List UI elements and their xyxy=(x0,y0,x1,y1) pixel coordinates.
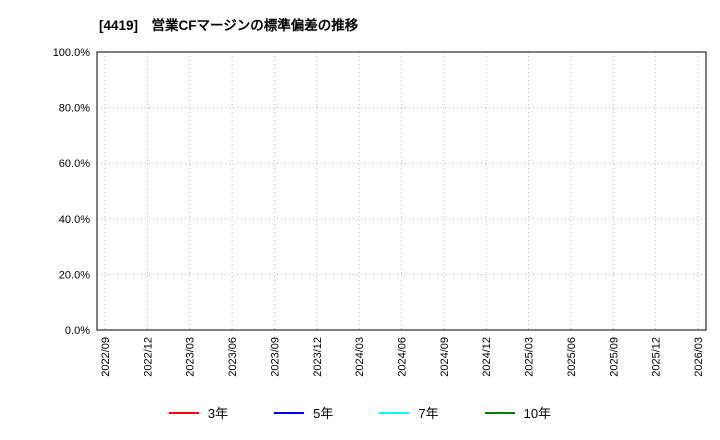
legend-line-sample xyxy=(379,411,410,414)
x-tick-label: 2024/12 xyxy=(481,337,493,377)
x-tick-label: 2025/03 xyxy=(524,337,536,377)
x-tick-label: 2024/09 xyxy=(439,337,451,377)
legend-item-5年: 5年 xyxy=(274,403,333,422)
x-tick-label: 2022/12 xyxy=(142,337,154,377)
legend-item-7年: 7年 xyxy=(379,403,439,422)
x-tick-label: 2023/03 xyxy=(185,337,197,377)
y-tick-label: 60.0% xyxy=(59,158,90,170)
chart-canvas: 0.0% 20.0% 40.0% 60.0% 80.0% 100.0% 2022/09 202… xyxy=(53,47,707,377)
x-tick-label: 2023/06 xyxy=(227,337,239,377)
y-tick-label: 80.0% xyxy=(59,103,90,115)
x-tick-label: 2026/03 xyxy=(693,337,705,377)
x-tick-label: 2022/09 xyxy=(100,337,112,377)
legend-line-sample xyxy=(274,411,305,414)
legend-line-sample xyxy=(484,411,515,414)
x-tick-label: 2025/06 xyxy=(566,337,578,377)
plot-frame xyxy=(96,51,707,331)
x-tick-label: 2024/03 xyxy=(354,337,366,377)
legend-label: 5年 xyxy=(313,406,334,421)
legend-label: 7年 xyxy=(418,406,439,421)
legend-item-10年: 10年 xyxy=(484,403,552,422)
x-tick-label: 2025/12 xyxy=(651,337,663,377)
chart-title: [4419] 営業CFマージンの標準偏差の推移 xyxy=(99,18,359,33)
chart-legend: 3年 5年 7年 10年 xyxy=(0,403,720,422)
x-tick-label: 2024/06 xyxy=(397,337,409,377)
legend-line-sample xyxy=(168,411,199,414)
x-tick-label: 2025/09 xyxy=(608,337,620,377)
x-tick-label: 2023/09 xyxy=(269,337,281,377)
y-tick-label: 100.0% xyxy=(53,47,91,59)
y-tick-label: 0.0% xyxy=(65,325,90,337)
y-tick-label: 40.0% xyxy=(59,214,90,226)
legend-label: 3年 xyxy=(207,406,229,421)
x-tick-label: 2023/12 xyxy=(312,337,324,377)
y-tick-label: 20.0% xyxy=(59,269,90,281)
legend-item-3年: 3年 xyxy=(168,403,229,422)
legend-label: 10年 xyxy=(523,406,552,421)
